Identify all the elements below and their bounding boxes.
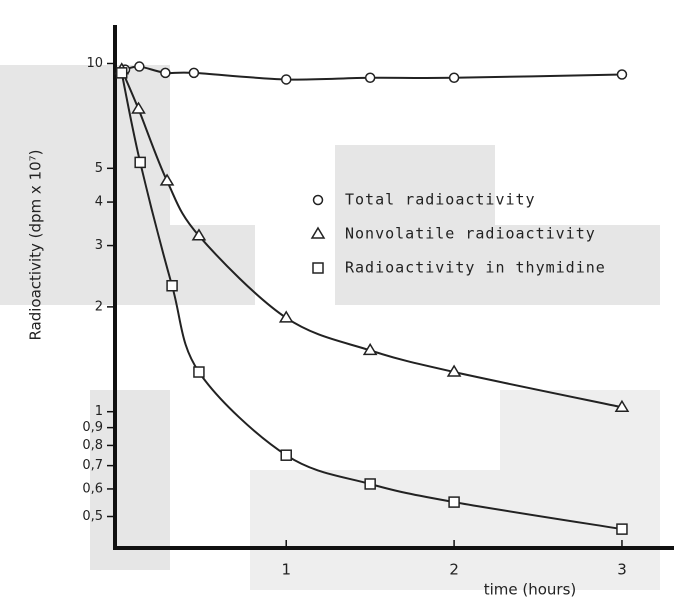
marker <box>312 194 324 206</box>
legend-label: Nonvolatile radioactivity <box>345 225 596 243</box>
scan-background <box>0 65 660 590</box>
y-tick-label: 5 <box>95 161 103 176</box>
legend-entry: Radioactivity in thymidine <box>312 259 606 277</box>
marker <box>616 69 628 80</box>
y-tick-label: 3 <box>95 238 103 253</box>
legend-label: Radioactivity in thymidine <box>345 259 606 277</box>
marker <box>188 67 200 79</box>
y-tick-label: 0,5 <box>82 509 103 524</box>
legend-label: Total radioactivity <box>345 191 536 209</box>
y-tick-label: 0,8 <box>82 438 103 453</box>
marker <box>312 262 324 274</box>
marker <box>278 310 294 323</box>
marker <box>448 496 460 508</box>
marker <box>364 478 376 490</box>
y-tick-label: 2 <box>95 299 103 314</box>
marker <box>616 523 628 535</box>
marker <box>115 67 128 79</box>
marker <box>159 173 175 186</box>
marker <box>364 72 376 84</box>
marker <box>362 342 378 356</box>
marker <box>193 366 205 378</box>
y-tick-label: 0,7 <box>82 458 103 473</box>
marker <box>310 226 326 239</box>
marker <box>280 449 292 461</box>
marker <box>166 279 178 292</box>
x-tick-label: 1 <box>281 561 291 579</box>
x-tick-label: 3 <box>617 561 627 579</box>
marker <box>134 61 145 72</box>
y-tick-label: 10 <box>86 56 103 71</box>
marker <box>614 399 630 412</box>
x-axis-label: time (hours) <box>484 581 577 599</box>
y-axis-label: Radioactivity (dpm x 10⁷) <box>27 149 45 340</box>
marker <box>446 364 462 377</box>
marker <box>448 72 460 84</box>
y-tick-label: 0,6 <box>82 481 103 496</box>
series-line <box>120 69 623 409</box>
y-tick-label: 1 <box>95 404 103 419</box>
x-tick-label: 2 <box>449 561 459 579</box>
y-tick-label: 0,9 <box>82 420 103 435</box>
marker <box>160 67 171 79</box>
legend-entry: Total radioactivity <box>312 191 536 209</box>
legend-entry: Nonvolatile radioactivity <box>310 225 596 243</box>
marker <box>191 228 207 241</box>
marker <box>131 101 146 114</box>
marker <box>280 74 292 85</box>
marker <box>134 156 146 169</box>
y-tick-label: 4 <box>95 195 103 210</box>
